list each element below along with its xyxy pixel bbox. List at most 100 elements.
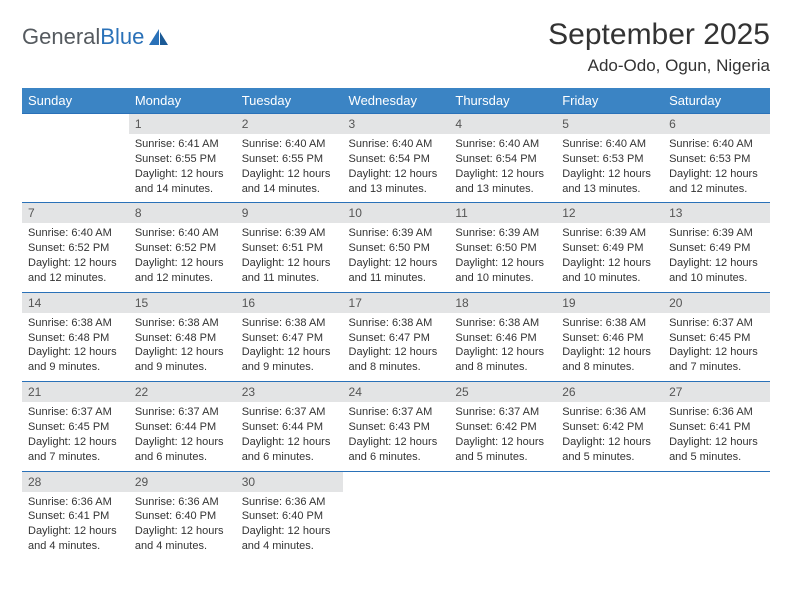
day-body: Sunrise: 6:38 AMSunset: 6:46 PMDaylight:… [449, 313, 556, 381]
sunrise-text: Sunrise: 6:38 AM [242, 316, 337, 331]
sunset-text: Sunset: 6:46 PM [562, 331, 657, 346]
calendar-cell: 1Sunrise: 6:41 AMSunset: 6:55 PMDaylight… [129, 114, 236, 203]
daylight-text: Daylight: 12 hours and 8 minutes. [455, 345, 550, 375]
sunset-text: Sunset: 6:55 PM [242, 152, 337, 167]
sunrise-text: Sunrise: 6:36 AM [28, 495, 123, 510]
month-title: September 2025 [548, 18, 770, 52]
day-number: 9 [236, 203, 343, 223]
day-number: 22 [129, 382, 236, 402]
day-body: Sunrise: 6:36 AMSunset: 6:40 PMDaylight:… [129, 492, 236, 560]
daylight-text: Daylight: 12 hours and 7 minutes. [669, 345, 764, 375]
daylight-text: Daylight: 12 hours and 12 minutes. [135, 256, 230, 286]
calendar-cell: 27Sunrise: 6:36 AMSunset: 6:41 PMDayligh… [663, 382, 770, 471]
sunrise-text: Sunrise: 6:37 AM [28, 405, 123, 420]
day-number: 15 [129, 293, 236, 313]
calendar-cell: 28Sunrise: 6:36 AMSunset: 6:41 PMDayligh… [22, 471, 129, 560]
calendar-cell: 15Sunrise: 6:38 AMSunset: 6:48 PMDayligh… [129, 292, 236, 381]
daylight-text: Daylight: 12 hours and 8 minutes. [562, 345, 657, 375]
sunset-text: Sunset: 6:52 PM [28, 241, 123, 256]
daylight-text: Daylight: 12 hours and 10 minutes. [455, 256, 550, 286]
location: Ado-Odo, Ogun, Nigeria [548, 56, 770, 76]
sunrise-text: Sunrise: 6:37 AM [242, 405, 337, 420]
calendar-cell: 22Sunrise: 6:37 AMSunset: 6:44 PMDayligh… [129, 382, 236, 471]
sunset-text: Sunset: 6:50 PM [349, 241, 444, 256]
calendar-cell: 6Sunrise: 6:40 AMSunset: 6:53 PMDaylight… [663, 114, 770, 203]
logo-text-gray: General [22, 24, 100, 49]
sunset-text: Sunset: 6:41 PM [28, 509, 123, 524]
day-number: 20 [663, 293, 770, 313]
day-body: Sunrise: 6:40 AMSunset: 6:53 PMDaylight:… [556, 134, 663, 202]
day-number: 25 [449, 382, 556, 402]
daylight-text: Daylight: 12 hours and 9 minutes. [242, 345, 337, 375]
daylight-text: Daylight: 12 hours and 13 minutes. [349, 167, 444, 197]
sunrise-text: Sunrise: 6:37 AM [349, 405, 444, 420]
calendar-cell: 2Sunrise: 6:40 AMSunset: 6:55 PMDaylight… [236, 114, 343, 203]
sunset-text: Sunset: 6:44 PM [135, 420, 230, 435]
day-body: Sunrise: 6:37 AMSunset: 6:45 PMDaylight:… [22, 402, 129, 470]
day-number: 14 [22, 293, 129, 313]
day-body: Sunrise: 6:38 AMSunset: 6:48 PMDaylight:… [22, 313, 129, 381]
daylight-text: Daylight: 12 hours and 6 minutes. [349, 435, 444, 465]
sunrise-text: Sunrise: 6:40 AM [669, 137, 764, 152]
sunset-text: Sunset: 6:49 PM [562, 241, 657, 256]
daylight-text: Daylight: 12 hours and 14 minutes. [242, 167, 337, 197]
day-header: Saturday [663, 88, 770, 114]
day-body: Sunrise: 6:40 AMSunset: 6:52 PMDaylight:… [129, 223, 236, 291]
day-body: Sunrise: 6:37 AMSunset: 6:42 PMDaylight:… [449, 402, 556, 470]
day-body: Sunrise: 6:41 AMSunset: 6:55 PMDaylight:… [129, 134, 236, 202]
calendar-cell: 4Sunrise: 6:40 AMSunset: 6:54 PMDaylight… [449, 114, 556, 203]
calendar-cell: 20Sunrise: 6:37 AMSunset: 6:45 PMDayligh… [663, 292, 770, 381]
daylight-text: Daylight: 12 hours and 8 minutes. [349, 345, 444, 375]
header: GeneralBlue September 2025 Ado-Odo, Ogun… [22, 18, 770, 76]
sunrise-text: Sunrise: 6:40 AM [135, 226, 230, 241]
calendar-cell [449, 471, 556, 560]
sunrise-text: Sunrise: 6:38 AM [562, 316, 657, 331]
sunset-text: Sunset: 6:45 PM [669, 331, 764, 346]
daylight-text: Daylight: 12 hours and 5 minutes. [562, 435, 657, 465]
sunset-text: Sunset: 6:50 PM [455, 241, 550, 256]
day-number: 1 [129, 114, 236, 134]
day-body: Sunrise: 6:36 AMSunset: 6:41 PMDaylight:… [22, 492, 129, 560]
sunrise-text: Sunrise: 6:39 AM [669, 226, 764, 241]
day-body: Sunrise: 6:37 AMSunset: 6:43 PMDaylight:… [343, 402, 450, 470]
day-body: Sunrise: 6:38 AMSunset: 6:47 PMDaylight:… [236, 313, 343, 381]
sunrise-text: Sunrise: 6:38 AM [28, 316, 123, 331]
calendar-cell: 29Sunrise: 6:36 AMSunset: 6:40 PMDayligh… [129, 471, 236, 560]
day-number: 13 [663, 203, 770, 223]
sunrise-text: Sunrise: 6:40 AM [349, 137, 444, 152]
day-number: 16 [236, 293, 343, 313]
calendar-cell: 19 Sunrise: 6:38 AMSunset: 6:46 PMDayligh… [556, 292, 663, 381]
calendar-cell [556, 471, 663, 560]
calendar-cell: 14Sunrise: 6:38 AMSunset: 6:48 PMDayligh… [22, 292, 129, 381]
sunrise-text: Sunrise: 6:39 AM [562, 226, 657, 241]
calendar-row: 7Sunrise: 6:40 AMSunset: 6:52 PMDaylight… [22, 203, 770, 292]
day-body: Sunrise: 6:36 AMSunset: 6:40 PMDaylight:… [236, 492, 343, 560]
calendar-cell: 16Sunrise: 6:38 AMSunset: 6:47 PMDayligh… [236, 292, 343, 381]
day-body: Sunrise: 6:38 AMSunset: 6:47 PMDaylight:… [343, 313, 450, 381]
day-body: Sunrise: 6:40 AMSunset: 6:53 PMDaylight:… [663, 134, 770, 202]
calendar-cell: 24Sunrise: 6:37 AMSunset: 6:43 PMDayligh… [343, 382, 450, 471]
day-number: 21 [22, 382, 129, 402]
calendar-row: 1Sunrise: 6:41 AMSunset: 6:55 PMDaylight… [22, 114, 770, 203]
day-body: Sunrise: 6:37 AMSunset: 6:45 PMDaylight:… [663, 313, 770, 381]
day-number: 7 [22, 203, 129, 223]
day-number: 19 [556, 293, 663, 313]
calendar-cell: 3Sunrise: 6:40 AMSunset: 6:54 PMDaylight… [343, 114, 450, 203]
sunset-text: Sunset: 6:47 PM [242, 331, 337, 346]
daylight-text: Daylight: 12 hours and 14 minutes. [135, 167, 230, 197]
sunrise-text: Sunrise: 6:36 AM [135, 495, 230, 510]
day-number: 27 [663, 382, 770, 402]
sunrise-text: Sunrise: 6:36 AM [562, 405, 657, 420]
day-number: 23 [236, 382, 343, 402]
day-header: Monday [129, 88, 236, 114]
sunrise-text: Sunrise: 6:39 AM [349, 226, 444, 241]
sunrise-text: Sunrise: 6:37 AM [669, 316, 764, 331]
calendar-table: Sunday Monday Tuesday Wednesday Thursday… [22, 88, 770, 560]
daylight-text: Daylight: 12 hours and 6 minutes. [242, 435, 337, 465]
calendar-cell: 10Sunrise: 6:39 AMSunset: 6:50 PMDayligh… [343, 203, 450, 292]
day-number: 5 [556, 114, 663, 134]
daylight-text: Daylight: 12 hours and 4 minutes. [28, 524, 123, 554]
calendar-row: 14Sunrise: 6:38 AMSunset: 6:48 PMDayligh… [22, 292, 770, 381]
daylight-text: Daylight: 12 hours and 13 minutes. [562, 167, 657, 197]
sunset-text: Sunset: 6:47 PM [349, 331, 444, 346]
